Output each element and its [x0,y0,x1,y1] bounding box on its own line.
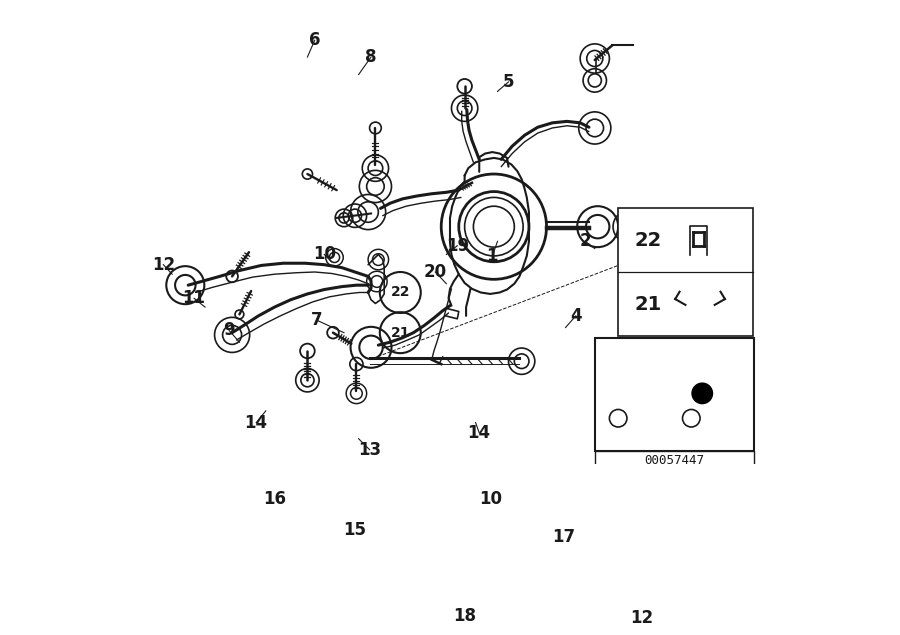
Bar [618,208,753,337]
Text: 16: 16 [263,490,286,507]
Text: 12: 12 [152,256,175,274]
Text: 21: 21 [391,326,410,340]
Text: 15: 15 [344,521,366,539]
Text: 14: 14 [468,424,490,442]
Bar [595,338,754,451]
Text: 14: 14 [245,413,268,432]
Text: 12: 12 [630,609,653,627]
Bar [644,217,653,237]
Text: 21: 21 [634,295,662,314]
Text: 3: 3 [644,234,654,251]
Text: 7: 7 [311,311,323,330]
Text: 4: 4 [570,307,581,325]
Text: 10: 10 [479,490,501,507]
Bar [595,451,754,470]
Text: 13: 13 [358,441,381,458]
Text: 5: 5 [503,73,514,91]
Text: 6: 6 [309,31,320,50]
Text: 20: 20 [424,263,447,281]
Circle shape [692,383,713,404]
Text: 11: 11 [183,290,205,307]
Text: 22: 22 [634,231,662,250]
Text: 1: 1 [487,247,499,265]
Text: 18: 18 [453,606,476,625]
Text: 00057447: 00057447 [644,454,705,467]
Text: 8: 8 [365,48,377,66]
Text: 19: 19 [446,237,469,255]
Bar [642,213,656,240]
Text: 10: 10 [312,246,336,264]
Text: 9: 9 [223,321,235,340]
Text: 2: 2 [580,232,591,250]
Text: 22: 22 [391,286,410,300]
Text: 17: 17 [552,528,575,547]
